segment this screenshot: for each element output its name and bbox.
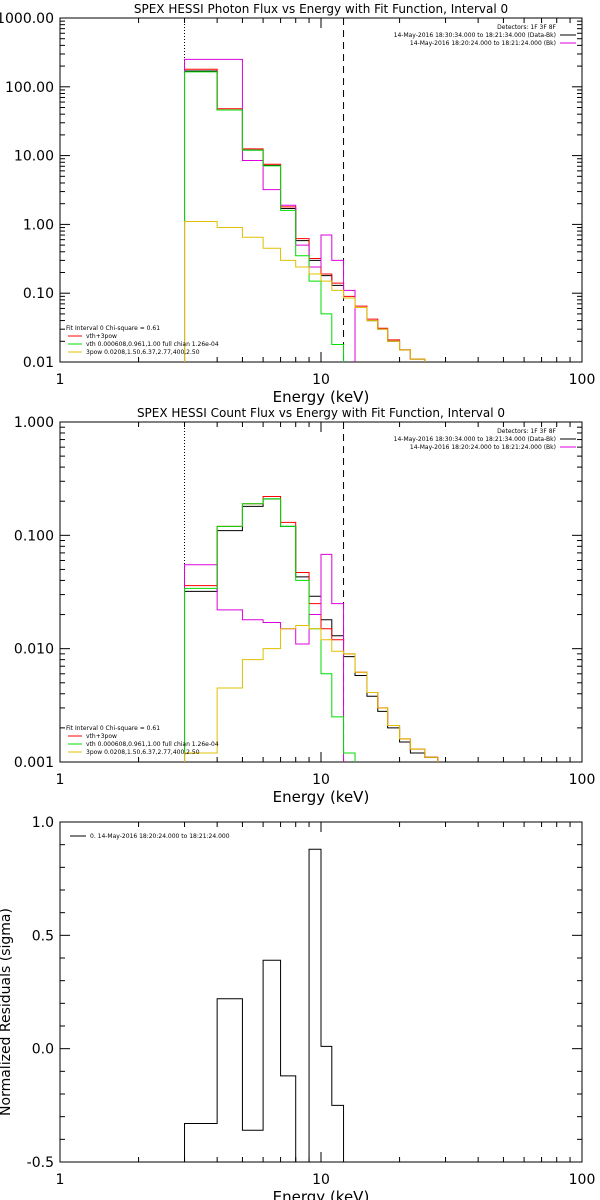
y-tick-label: -0.5 [27,1155,54,1171]
legend-bottom-entry: vth+3pow [86,333,117,340]
legend-top-entry: 14-May-2016 18:30:34.000 to 18:21:34.000… [394,436,556,443]
y-axis-label: Normalized Residuals (sigma) [0,908,14,1116]
chart-title: SPEX HESSI Count Flux vs Energy with Fit… [137,406,505,420]
y-tick-label: 10.00 [14,149,54,165]
y-tick-label: 0.010 [14,642,54,658]
legend-top-entry: 14-May-2016 18:20:24.000 to 18:21:24.000… [410,444,556,451]
x-tick-label: 1 [56,1172,65,1188]
legend-top-entry: Detectors: 1F 3F 8F [497,428,556,435]
y-tick-label: 1000.00 [0,11,54,27]
x-tick-label: 10 [312,772,330,788]
plot-area [184,18,426,362]
x-tick-label: 100 [569,372,596,388]
legend-bottom-entry: 3pow 0.0208,1.50,6.37,2.77,400,2.50 [86,349,200,356]
legend-bottom-entry: Fit Interval 0 Chi-square = 0.61 [66,725,160,732]
y-tick-label: 1.0 [32,815,54,831]
series-vth-3pow [184,68,426,362]
x-axis-label: Energy (keV) [273,388,370,406]
legend-bottom-entry: vth 0.000608,0.961,1.00 full chian 1.26e… [86,741,219,748]
x-tick-label: 10 [312,1172,330,1188]
legend-bottom-entry: 3pow 0.0208,1.50,6.37,2.77,400,2.50 [86,749,200,756]
legend-top-entry: Detectors: 1F 3F 8F [497,24,556,31]
legend-entry: 0. 14-May-2016 18:20:24.000 to 18:21:24.… [90,833,230,840]
series-data-bk [184,70,426,362]
y-tick-label: 0.01 [23,355,54,371]
chart-panel-3: 1 10 100 -0.5 0.0 0.5 1.0 Energy (keV) Normalize… [0,815,595,1200]
series-vth-3pow [184,496,439,762]
y-tick-label: 0.0 [32,1042,54,1058]
y-tick-label: 0.5 [32,928,54,944]
series-vth [184,498,356,762]
y-tick-label: 0.001 [14,755,54,771]
y-tick-label: 100.00 [5,80,54,96]
series-vth [184,71,345,362]
y-tick-label: 1.000 [14,415,54,431]
plot-area [184,848,345,1162]
x-axis-label: Energy (keV) [273,788,370,806]
plot-area [184,422,439,762]
x-axis-label: Energy (keV) [273,1188,370,1200]
x-tick-label: 1 [56,372,65,388]
y-tick-label: 1.00 [23,217,54,233]
legend-top-entry: 14-May-2016 18:30:34.000 to 18:21:34.000… [394,32,556,39]
chart-panel-1: SPEX HESSI Photon Flux vs Energy with Fi… [0,2,595,406]
legend-bottom-entry: vth 0.000608,0.961,1.00 full chian 1.26e… [86,341,219,348]
x-tick-label: 1 [56,772,65,788]
y-tick-label: 0.100 [14,528,54,544]
chart-title: SPEX HESSI Photon Flux vs Energy with Fi… [134,2,508,16]
series-data-bk [184,498,439,762]
y-tick-label: 0.10 [23,286,54,302]
series-3pow [184,221,426,362]
legend-bottom-entry: vth+3pow [86,733,117,740]
series-bk [184,58,356,362]
legend-top-entry: 14-May-2016 18:20:24.000 to 18:21:24.000… [410,40,556,47]
x-tick-label: 100 [569,772,596,788]
series-residuals [184,848,345,1162]
chart-panel-2: SPEX HESSI Count Flux vs Energy with Fit… [14,406,595,806]
legend-bottom-entry: Fit Interval 0 Chi-square = 0.61 [66,325,160,332]
x-tick-label: 10 [312,372,330,388]
x-tick-label: 100 [569,1172,596,1188]
series-3pow [184,625,439,762]
